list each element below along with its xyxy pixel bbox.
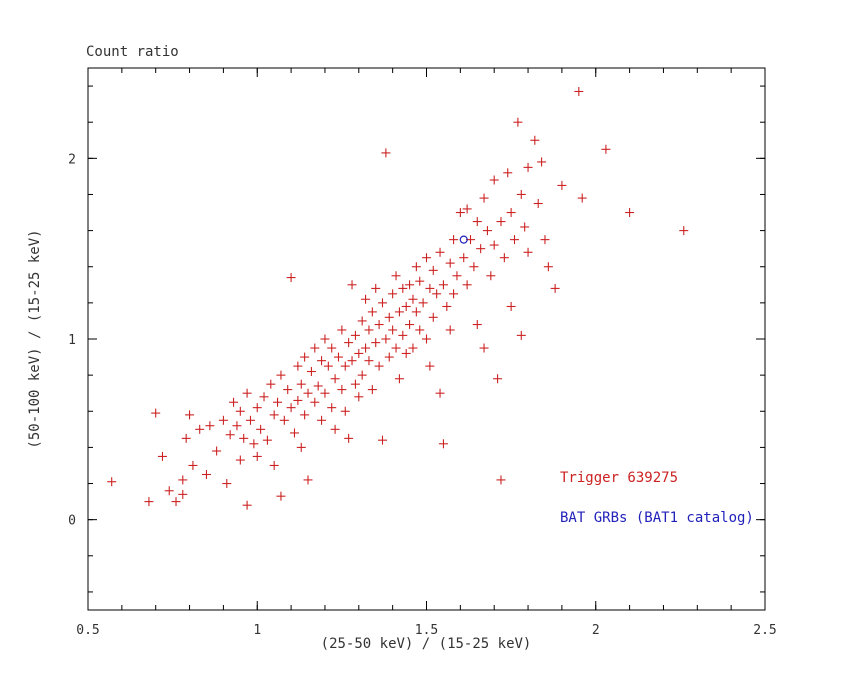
chart-title: Count ratio [86,44,179,60]
y-tick-label: 0 [68,514,76,529]
legend-trigger-label: Trigger 639275 [560,470,679,486]
red-crosses-group [107,86,689,510]
x-tick-label: 2 [592,623,600,638]
x-tick-label: 0.5 [76,623,99,638]
y-tick-label: 1 [68,333,76,348]
x-axis-label: (25-50 keV) / (15-25 keV) [320,636,532,652]
x-tick-label: 1 [253,623,261,638]
y-tick-label: 2 [68,152,76,167]
legend-catalog-label: BAT GRBs (BAT1 catalog) [560,510,754,526]
blue-circle-group [459,235,468,244]
axes-frame: 0.5 1 1.5 2 2.5 0 1 2 [68,67,777,638]
x-tick-label: 2.5 [753,623,776,638]
x-tick-label: 1.5 [415,623,438,638]
y-axis-label: (50-100 keV) / (15-25 keV) [27,229,43,449]
